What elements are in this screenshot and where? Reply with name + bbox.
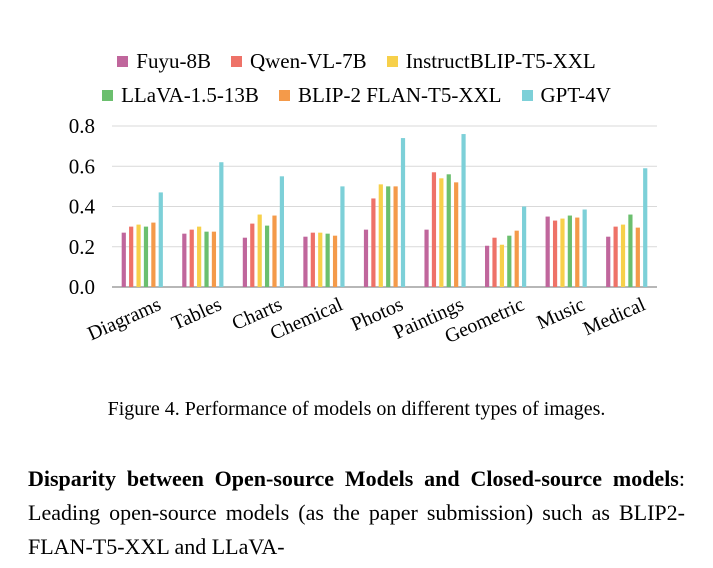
- bar: [121, 232, 126, 287]
- bar: [613, 226, 618, 287]
- bar: [643, 168, 648, 287]
- legend-swatch-gpt4v: [521, 89, 533, 101]
- bar: [514, 230, 519, 287]
- bar: [272, 215, 277, 287]
- y-tick-label: 0.4: [69, 195, 96, 219]
- bar: [499, 244, 505, 287]
- bar: [197, 226, 202, 287]
- y-tick-label: 0.8: [69, 114, 95, 138]
- legend-item-gpt4v: GPT-4V: [521, 82, 611, 108]
- legend-label-qwen: Qwen-VL-7B: [249, 48, 367, 73]
- bar: [136, 224, 141, 287]
- bar: [371, 198, 376, 287]
- bar: [189, 229, 194, 287]
- legend-label-instructblip: InstructBLIP-T5-XXL: [405, 48, 596, 73]
- bar: [454, 182, 459, 287]
- paragraph-lead: Disparity between Open-source Models and…: [28, 466, 679, 491]
- legend-row-1: Fuyu-8B Qwen-VL-7B InstructBLIP-T5-XXL: [0, 44, 713, 78]
- bar: [552, 220, 558, 287]
- bar: [182, 233, 187, 287]
- bar: [303, 236, 308, 287]
- bar: [242, 237, 247, 287]
- legend-swatch-llava: [102, 89, 114, 101]
- x-tick-label: Diagrams: [84, 293, 164, 345]
- legend-row-2: LLaVA-1.5-13B BLIP-2 FLAN-T5-XXL GPT-4V: [0, 78, 713, 112]
- bar: [492, 237, 497, 287]
- bar: [560, 218, 565, 287]
- bar: [378, 184, 383, 287]
- legend-swatch-fuyu: [117, 55, 129, 67]
- x-tick-label: Music: [534, 293, 589, 333]
- bar: [250, 223, 255, 287]
- bar: [129, 226, 134, 287]
- legend-item-blip2: BLIP-2 FLAN-T5-XXL: [278, 82, 502, 108]
- figure-caption: Figure 4. Performance of models on diffe…: [107, 398, 606, 420]
- legend-label-fuyu: Fuyu-8B: [136, 48, 211, 73]
- bar: [219, 162, 224, 287]
- bar: [158, 192, 163, 287]
- chart-legend: Fuyu-8B Qwen-VL-7B InstructBLIP-T5-XXL L…: [0, 44, 713, 112]
- bar: [310, 232, 315, 287]
- bar: [522, 206, 527, 287]
- y-tick-label: 0.0: [69, 275, 95, 299]
- bar: [545, 216, 550, 287]
- bar: [606, 236, 611, 287]
- bar: [151, 222, 156, 287]
- bar: [507, 235, 512, 287]
- bar: [575, 217, 580, 287]
- x-tick-label: Medical: [580, 293, 649, 340]
- bar: [439, 178, 444, 287]
- legend-label-blip2: BLIP-2 FLAN-T5-XXL: [297, 82, 502, 107]
- legend-swatch-qwen: [230, 55, 242, 67]
- y-tick-label: 0.6: [69, 154, 95, 178]
- bar: [325, 233, 330, 287]
- bar: [431, 172, 437, 287]
- bar: [620, 224, 626, 287]
- paragraph-text: : Leading open-source models (as the pap…: [28, 466, 685, 559]
- bar: [143, 226, 149, 287]
- bar: [340, 186, 345, 287]
- bar: [635, 227, 640, 287]
- bar: [400, 138, 406, 287]
- legend-label-llava: LLaVA-1.5-13B: [121, 82, 259, 107]
- bar: [318, 232, 323, 287]
- bar: [363, 229, 369, 287]
- x-tick-label: Tables: [168, 293, 225, 334]
- bar: [393, 186, 398, 287]
- body-paragraph: Disparity between Open-source Models and…: [28, 462, 685, 564]
- bar: [567, 215, 572, 287]
- bar: [628, 214, 633, 287]
- bar: [204, 231, 209, 287]
- y-tick-label: 0.2: [69, 235, 95, 259]
- legend-item-qwen: Qwen-VL-7B: [230, 48, 367, 74]
- bar: [257, 214, 262, 287]
- legend-item-llava: LLaVA-1.5-13B: [102, 83, 259, 108]
- bar: [461, 134, 466, 287]
- bar: [582, 209, 587, 287]
- bar: [386, 186, 391, 287]
- legend-item-instructblip: InstructBLIP-T5-XXL: [386, 48, 596, 74]
- bar: [485, 245, 490, 287]
- legend-item-fuyu: Fuyu-8B: [117, 49, 211, 74]
- bar: [332, 235, 338, 287]
- bar: [264, 225, 270, 287]
- bar: [211, 231, 217, 287]
- legend-swatch-instructblip: [386, 55, 398, 67]
- bar: [424, 229, 429, 287]
- bar: [446, 174, 451, 287]
- legend-swatch-blip2: [278, 89, 290, 101]
- bar: [279, 176, 284, 287]
- legend-label-gpt4v: GPT-4V: [540, 82, 611, 107]
